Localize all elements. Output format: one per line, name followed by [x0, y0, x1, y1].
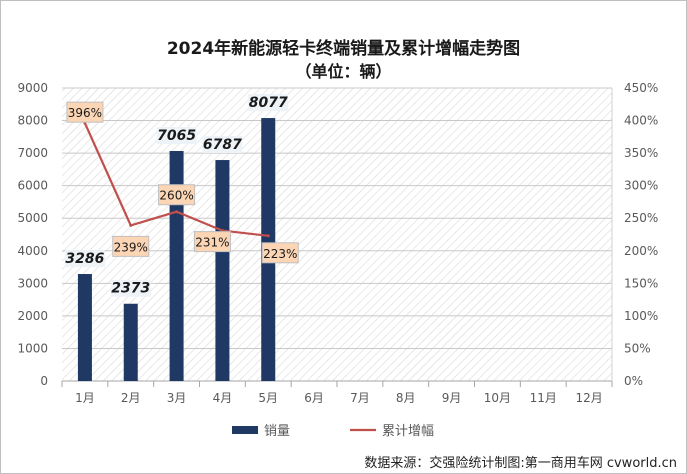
growth-value-label-bg: [158, 184, 196, 206]
growth-value-label: 223%: [263, 247, 297, 261]
bar-value-label: 6787: [203, 137, 242, 153]
bar-value-label: 2373: [111, 281, 150, 297]
growth-point: [129, 223, 133, 227]
legend-label-bar: 销量: [264, 424, 290, 439]
y-right-tick-label: 250%: [624, 211, 658, 225]
x-tick-label: 5月: [258, 391, 278, 405]
y-right-tick-label: 200%: [624, 244, 658, 258]
y-right-tick-label: 100%: [624, 309, 658, 323]
y-right-tick-label: 150%: [624, 276, 658, 290]
x-tick-label: 3月: [167, 391, 187, 405]
growth-value-label: 260%: [159, 189, 193, 203]
data-source-note: 数据来源：交强险统计制图:第一商用车网 cvworld.cn: [364, 456, 677, 471]
y-left-tick-label: 8000: [17, 114, 48, 128]
bar: [123, 303, 138, 381]
bar-value-label-bg: [110, 279, 151, 297]
bar-value-label: 8077: [249, 95, 288, 111]
y-left-tick-label: 3000: [17, 276, 48, 290]
x-tick-label: 6月: [304, 391, 324, 405]
x-tick-label: 10月: [484, 391, 511, 405]
plot-area: [62, 88, 612, 381]
chart-title: 2024年新能源轻卡终端销量及累计增幅走势图: [166, 39, 521, 59]
y-left-tick-label: 2000: [17, 309, 48, 323]
x-tick-label: 4月: [213, 391, 233, 405]
y-right-tick-label: 450%: [624, 81, 658, 95]
bar-value-label-bg: [202, 136, 243, 154]
growth-value-label-bg: [66, 101, 104, 123]
y-right-tick-label: 50%: [624, 341, 651, 355]
bar: [169, 150, 184, 381]
chart-subtitle: （单位：辆）: [295, 62, 392, 81]
bar-value-label: 3286: [65, 251, 104, 267]
x-tick-label: 12月: [575, 391, 602, 405]
legend-swatch-bar: [232, 426, 258, 434]
y-right-tick-label: 350%: [624, 146, 658, 160]
growth-value-label: 239%: [114, 240, 148, 254]
bar-value-label-bg: [64, 250, 105, 268]
y-left-tick-label: 1000: [17, 341, 48, 355]
bar-value-label: 7065: [157, 128, 196, 144]
growth-value-label-bg: [193, 231, 231, 253]
x-tick-label: 1月: [75, 391, 95, 405]
x-tick-label: 2月: [121, 391, 141, 405]
y-left-tick-label: 9000: [17, 81, 48, 95]
x-tick-label: 9月: [442, 391, 462, 405]
growth-value-label: 396%: [68, 106, 102, 120]
x-tick-label: 8月: [396, 391, 416, 405]
x-tick-label: 11月: [530, 391, 557, 405]
y-left-tick-label: 4000: [17, 244, 48, 258]
y-right-tick-label: 300%: [624, 179, 658, 193]
growth-value-label-bg: [261, 242, 299, 264]
y-left-tick-label: 6000: [17, 179, 48, 193]
y-left-tick-label: 7000: [17, 146, 48, 160]
y-left-tick-label: 0: [40, 374, 48, 388]
bar-value-label-bg: [248, 94, 289, 112]
bar-value-label-bg: [156, 126, 197, 144]
y-right-tick-label: 400%: [624, 114, 658, 128]
y-right-tick-label: 0%: [624, 374, 643, 388]
growth-value-label: 231%: [195, 236, 229, 250]
x-tick-label: 7月: [350, 391, 370, 405]
growth-value-label-bg: [112, 235, 150, 257]
legend-label-line: 累计增幅: [382, 424, 434, 439]
bar: [77, 274, 92, 381]
growth-point: [175, 210, 179, 214]
growth-point: [266, 234, 270, 238]
y-left-tick-label: 5000: [17, 211, 48, 225]
bar: [215, 160, 230, 381]
